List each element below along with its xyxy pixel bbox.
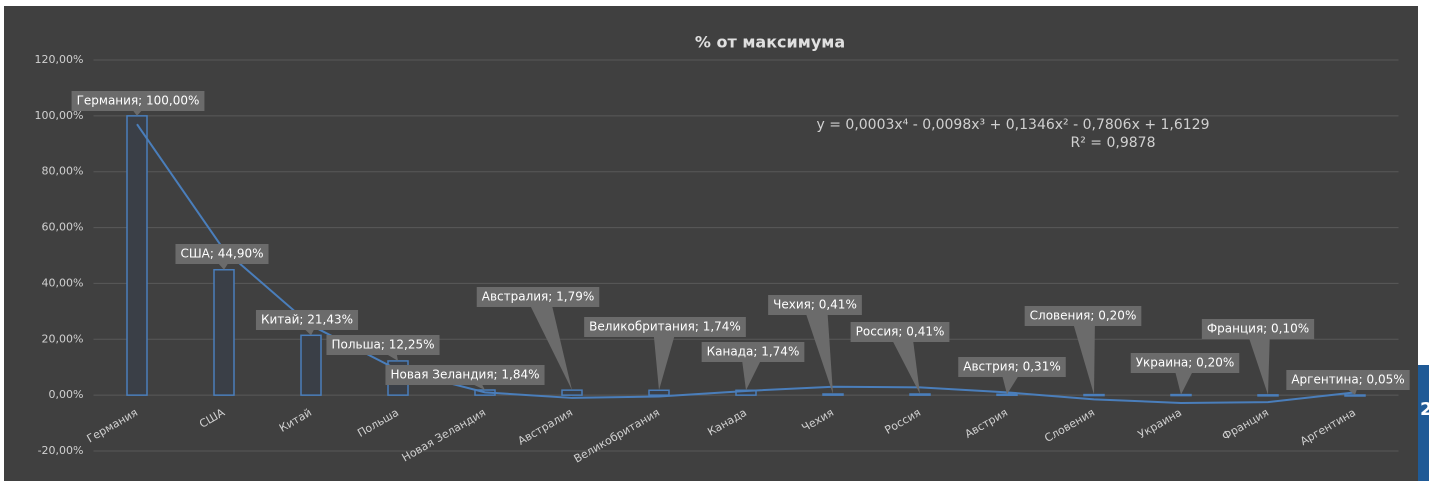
chart-title: % от максимума: [695, 33, 845, 52]
data-label-box: [326, 335, 440, 355]
page-fragment: 2: [1420, 399, 1429, 420]
y-tick-label: 20,00%: [42, 332, 84, 345]
bar: [213, 268, 235, 396]
data-label: Канада; 1,74%: [707, 345, 800, 359]
data-label-box: [850, 322, 950, 342]
data-label-box: [1201, 319, 1315, 339]
bar: [300, 334, 322, 396]
data-label: Великобритания; 1,74%: [589, 320, 741, 334]
data-label-box: [958, 357, 1066, 377]
data-label-box: [175, 244, 269, 264]
data-label: Германия; 100,00%: [77, 94, 200, 108]
y-tick-label: 60,00%: [42, 221, 84, 234]
y-tick-label: 120,00%: [35, 53, 84, 66]
data-label: Чехия; 0,41%: [773, 298, 857, 312]
bar: [822, 393, 844, 396]
data-label: Австралия; 1,79%: [482, 290, 595, 304]
data-label-box: [71, 91, 205, 111]
callout: [1246, 329, 1270, 395]
data-label: Россия; 0,41%: [856, 325, 945, 339]
data-label-box: [1130, 353, 1240, 373]
data-label-box: [476, 287, 600, 307]
y-tick-label: -20,00%: [38, 444, 84, 457]
y-tick-label: 100,00%: [35, 109, 84, 122]
bar: [1083, 393, 1105, 397]
bar: [648, 389, 670, 396]
bar: [1170, 393, 1192, 397]
data-label-box: [385, 365, 545, 385]
trend-r2: R² = 0,9878: [1071, 135, 1156, 151]
bar: [996, 393, 1018, 397]
bar: [1257, 394, 1279, 397]
callout: [803, 305, 833, 394]
data-label: Франция; 0,10%: [1207, 322, 1309, 336]
data-label-box: [584, 317, 746, 337]
callout: [1071, 316, 1095, 395]
data-label-box: [768, 295, 862, 315]
data-label: Польша; 12,25%: [331, 338, 434, 352]
callout: [653, 327, 677, 391]
callout: [888, 332, 920, 394]
bar: [1344, 394, 1366, 397]
trend-equation: y = 0,0003x⁴ - 0,0098x³ + 0,1346x² - 0,7…: [817, 117, 1210, 133]
chart-area: [4, 6, 1418, 481]
data-label-box: [1024, 306, 1142, 326]
callout: [526, 297, 572, 391]
y-tick-label: 0,00%: [49, 388, 84, 401]
bar: [561, 389, 583, 396]
data-label-box: [701, 342, 805, 362]
bar: [126, 115, 148, 396]
data-label: Австрия; 0,31%: [963, 360, 1060, 374]
data-label-box: [255, 310, 359, 330]
data-label: Китай; 21,43%: [261, 313, 353, 327]
data-label: Аргентина; 0,05%: [1291, 373, 1404, 387]
bar: [909, 393, 931, 396]
data-label: Новая Зеландия; 1,84%: [390, 368, 539, 382]
y-tick-label: 40,00%: [42, 276, 84, 289]
side-block: [1418, 365, 1429, 481]
data-label: Словения; 0,20%: [1030, 309, 1137, 323]
data-label-box: [1286, 370, 1410, 390]
data-label: США; 44,90%: [180, 247, 263, 261]
data-label: Украина; 0,20%: [1136, 356, 1235, 370]
y-tick-label: 80,00%: [42, 165, 84, 178]
